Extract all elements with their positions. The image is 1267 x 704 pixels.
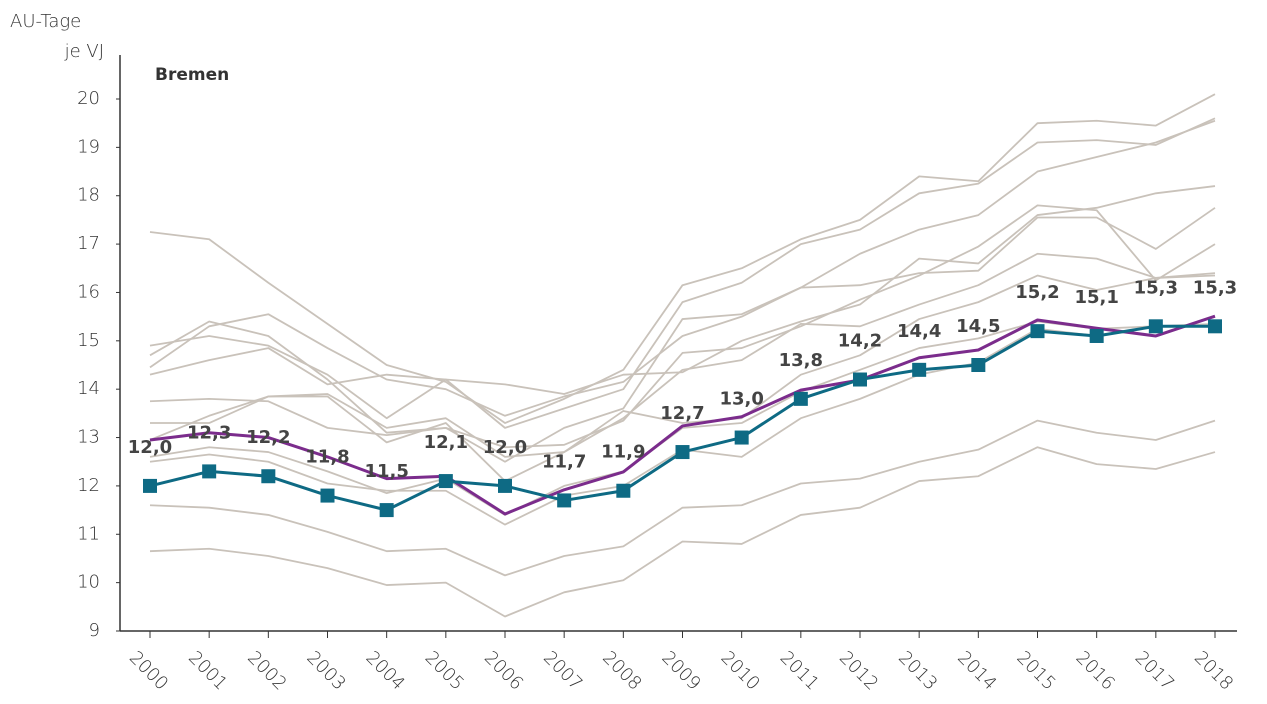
marker [379,503,394,518]
x-tick-label: 2012 [835,647,882,694]
y-tick-label: 16 [77,281,100,302]
x-tick-label: 2017 [1131,647,1178,694]
x-tick-label: 2001 [184,647,231,694]
data-label: 13,8 [779,350,823,371]
data-label: 14,4 [897,321,941,342]
data-label: 12,1 [424,432,468,453]
data-label: 14,2 [838,331,882,352]
x-tick-label: 2000 [125,647,172,694]
data-label: 12,7 [660,403,704,424]
y-tick-label: 19 [77,136,100,157]
series-line [149,207,1216,417]
marker [675,445,690,460]
x-tick-label: 2003 [302,647,349,694]
data-label: 12,2 [246,427,290,448]
series-line [149,314,1216,516]
marker [1208,319,1222,334]
x-tick-label: 2002 [243,647,290,694]
x-tick-label: 2010 [717,647,764,694]
data-label: 15,2 [1015,282,1059,303]
y-tick-label: 18 [77,185,100,206]
marker [793,391,808,406]
data-label: 12,3 [187,422,231,443]
marker [1148,319,1163,334]
data-label: 11,5 [364,461,408,482]
data-label: 11,7 [542,451,586,472]
data-label: 11,8 [305,447,349,468]
x-tick-label: 2015 [1012,647,1059,694]
y-tick-label: 17 [77,233,100,254]
y-tick-label: 20 [77,88,100,109]
x-tick-label: 2016 [1072,647,1119,694]
marker [734,430,749,445]
marker [498,478,512,493]
marker [1030,324,1045,339]
x-tick-label: 2006 [480,647,527,694]
data-label: 15,3 [1193,277,1237,298]
series-line [149,419,1216,577]
y-tick-label: 11 [77,523,100,544]
series-line [149,204,1216,449]
x-tick-label: 2009 [657,647,704,694]
series-line [149,119,1216,463]
data-label: 12,0 [483,437,527,458]
series-line [149,274,1216,482]
marker [438,474,453,489]
y-tick-label: 15 [77,330,100,351]
series-line [150,252,1216,458]
data-label: 12,0 [128,437,172,458]
x-tick-label: 2007 [539,647,586,694]
series-line [149,117,1216,429]
y-tick-label: 10 [77,572,100,593]
x-tick-label: 2011 [776,647,823,694]
marker [971,358,986,372]
marker [261,469,276,484]
x-tick-label: 2008 [598,647,645,694]
data-label: 15,1 [1074,287,1118,308]
x-tick-label: 2004 [362,647,409,694]
marker [1089,328,1104,343]
y-tick-label: 9 [89,620,100,641]
y-tick-label: 12 [77,475,100,496]
y-tick-label: 13 [77,427,100,448]
marker [202,464,217,479]
y-axis-title: je VJ [64,41,104,62]
x-tick-label: 2014 [953,647,1000,694]
data-label: 14,5 [956,316,1000,337]
x-tick-label: 2018 [1190,647,1237,694]
data-label: 13,0 [719,389,763,410]
marker [557,493,572,508]
marker [143,478,157,493]
series-line [149,93,1216,424]
x-tick-label: 2005 [421,647,468,694]
series-line [149,446,1216,618]
marker [616,483,631,498]
series-name: Bremen [155,65,229,85]
marker [853,372,867,387]
x-tick-label: 2013 [894,647,941,694]
series-line [149,185,1216,395]
marker [912,362,927,377]
y-axis-title: AU-Tage [10,11,81,32]
y-tick-label: 14 [77,378,100,399]
data-label: 11,9 [601,442,645,463]
marker [320,488,335,503]
data-label: 15,3 [1134,277,1178,298]
